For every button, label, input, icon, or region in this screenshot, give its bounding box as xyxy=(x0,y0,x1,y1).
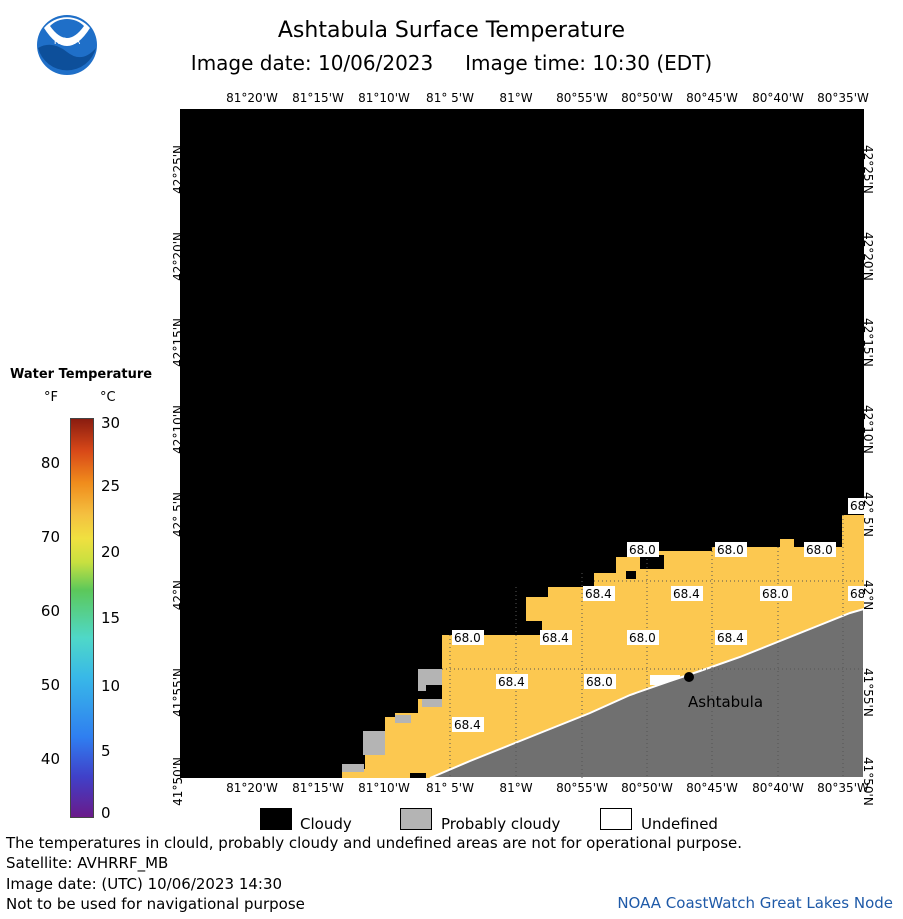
probably-cloudy-patch xyxy=(363,731,385,755)
probably-cloudy-label: Probably cloudy xyxy=(441,815,561,833)
probably-cloudy-swatch xyxy=(400,808,432,830)
image-datetime: Image date: 10/06/2023 Image time: 10:30… xyxy=(0,51,903,75)
svg-text:68.0: 68.0 xyxy=(629,543,656,557)
lon-label: 80°50'W xyxy=(621,91,673,105)
lon-label: 80°55'W xyxy=(556,91,608,105)
c-tick: 20 xyxy=(101,543,121,561)
probably-cloudy-patch xyxy=(342,764,364,772)
c-tick: 5 xyxy=(101,742,111,760)
svg-text:68.0: 68.0 xyxy=(454,631,481,645)
temp-label: 68.4 xyxy=(540,630,572,645)
c-tick: 30 xyxy=(101,414,121,432)
cloud-notch xyxy=(626,571,636,579)
graticule xyxy=(442,515,864,778)
f-tick: 70 xyxy=(40,528,60,546)
svg-text:68.0: 68.0 xyxy=(762,587,789,601)
probably-cloudy-patch xyxy=(395,715,411,723)
c-tick: 10 xyxy=(101,677,121,695)
logo-text: NOAA xyxy=(54,37,81,47)
f-tick: 40 xyxy=(40,750,60,768)
temp-label: 68.4 xyxy=(671,586,703,601)
svg-text:68.4: 68.4 xyxy=(498,675,525,689)
svg-text:68.4: 68.4 xyxy=(717,631,744,645)
temp-label: 68.4 xyxy=(452,717,484,732)
svg-text:68.4: 68.4 xyxy=(585,587,612,601)
lon-label: 80°45'W xyxy=(686,781,738,795)
undefined-patch xyxy=(650,675,680,685)
temp-label: 68 xyxy=(848,586,864,601)
cloud-notch xyxy=(426,685,442,691)
map-title: Ashtabula Surface Temperature xyxy=(277,18,626,43)
svg-text:68.4: 68.4 xyxy=(542,631,569,645)
undefined-swatch xyxy=(600,808,632,830)
footer-utc-date: Image date: (UTC) 10/06/2023 14:30 xyxy=(6,875,283,893)
image-date-label: Image date: 10/06/2023 xyxy=(190,51,434,75)
lon-label: 80°35'W xyxy=(817,91,869,105)
undefined-label: Undefined xyxy=(641,815,718,833)
lon-label: 80°55'W xyxy=(556,781,608,795)
temp-label: 68.0 xyxy=(584,674,616,689)
temp-label: 68.4 xyxy=(715,630,747,645)
footer-note: The temperatures in clould, probably clo… xyxy=(6,834,743,852)
temp-label: 68.4 xyxy=(496,674,528,689)
c-tick: 25 xyxy=(101,477,121,495)
temp-label: 68.0 xyxy=(760,586,792,601)
temp-label: 68.0 xyxy=(452,630,484,645)
legend-title: Water Temperature xyxy=(10,367,153,382)
footer-warning: Not to be used for navigational purpose xyxy=(6,895,305,913)
lon-label: 80°50'W xyxy=(621,781,673,795)
lon-label: 80°35'W xyxy=(817,781,869,795)
temp-label: 68.4 xyxy=(583,586,615,601)
cloud-notch xyxy=(516,621,542,635)
footer-satellite: Satellite: AVHRRF_MB xyxy=(6,854,169,872)
c-tick: 15 xyxy=(101,609,121,627)
probably-cloudy-patch xyxy=(422,699,442,707)
temp-label: 68.0 xyxy=(804,542,836,557)
svg-text:68.0: 68.0 xyxy=(717,543,744,557)
cloud-notch xyxy=(410,773,426,778)
lon-label: 81°W xyxy=(499,781,533,795)
f-tick: 80 xyxy=(40,454,60,472)
f-tick: 50 xyxy=(40,676,60,694)
land-area xyxy=(429,607,864,778)
cloudy-swatch xyxy=(260,808,292,830)
temperature-map[interactable]: Ashtabula 68 68.0 68.0 68.0 68.4 68.4 68… xyxy=(180,109,864,778)
c-tick: 0 xyxy=(101,804,111,822)
svg-text:68.0: 68.0 xyxy=(806,543,833,557)
svg-text:68.4: 68.4 xyxy=(673,587,700,601)
ashtabula-city-marker[interactable] xyxy=(684,672,694,682)
lon-label: 81°20'W xyxy=(226,91,278,105)
unit-fahrenheit: °F xyxy=(44,390,58,405)
lon-label: 80°45'W xyxy=(686,91,738,105)
cloud-notch xyxy=(640,555,664,569)
svg-text:68: 68 xyxy=(850,587,864,601)
lon-label: 81°10'W xyxy=(358,91,410,105)
noaa-logo-icon: NOAA xyxy=(36,14,98,80)
image-time-label: Image time: 10:30 (EDT) xyxy=(465,51,713,75)
svg-text:68.4: 68.4 xyxy=(454,718,481,732)
lon-label: 81°15'W xyxy=(292,781,344,795)
lon-label: 81°15'W xyxy=(292,91,344,105)
cloudy-label: Cloudy xyxy=(300,815,352,833)
temp-label: 68.0 xyxy=(715,542,747,557)
temp-label: 68.0 xyxy=(627,630,659,645)
unit-celsius: °C xyxy=(100,390,116,405)
lon-label: 81° 5'W xyxy=(426,781,474,795)
lon-label: 81°10'W xyxy=(358,781,410,795)
lon-label: 80°40'W xyxy=(752,781,804,795)
f-tick: 60 xyxy=(40,602,60,620)
lon-label: 80°40'W xyxy=(752,91,804,105)
city-label: Ashtabula xyxy=(688,693,763,711)
temperature-colorbar xyxy=(70,418,94,818)
svg-text:68.0: 68.0 xyxy=(629,631,656,645)
temp-label: 68.0 xyxy=(627,542,659,557)
lon-label: 81°20'W xyxy=(226,781,278,795)
lon-label: 81° 5'W xyxy=(426,91,474,105)
footer-credit: NOAA CoastWatch Great Lakes Node xyxy=(617,894,893,912)
svg-text:68: 68 xyxy=(850,499,864,513)
temp-label: 68 xyxy=(848,498,864,514)
svg-text:68.0: 68.0 xyxy=(586,675,613,689)
lon-label: 81°W xyxy=(499,91,533,105)
